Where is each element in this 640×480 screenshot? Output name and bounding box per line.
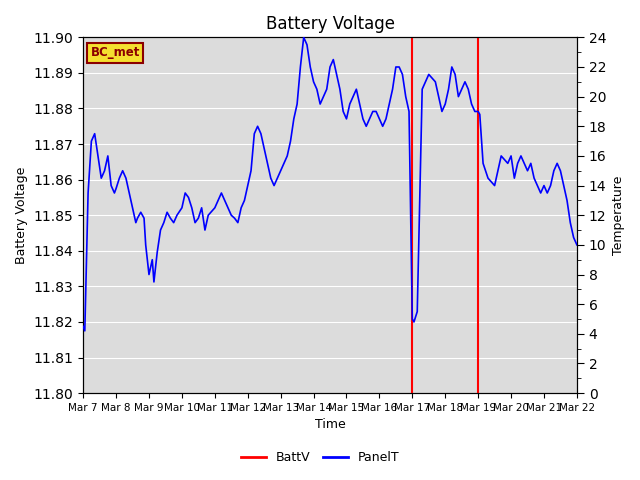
Y-axis label: Battery Voltage: Battery Voltage xyxy=(15,167,28,264)
Text: BC_met: BC_met xyxy=(90,46,140,59)
Title: Battery Voltage: Battery Voltage xyxy=(266,15,394,33)
Legend: BattV, PanelT: BattV, PanelT xyxy=(236,446,404,469)
Y-axis label: Temperature: Temperature xyxy=(612,176,625,255)
X-axis label: Time: Time xyxy=(315,419,346,432)
